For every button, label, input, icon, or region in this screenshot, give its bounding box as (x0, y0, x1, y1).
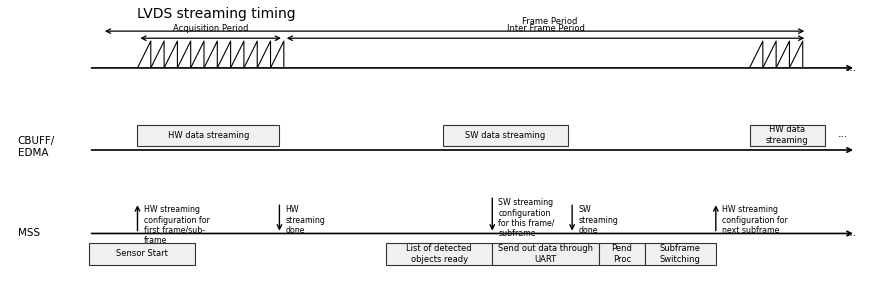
Text: ...: ... (846, 63, 856, 73)
FancyBboxPatch shape (644, 243, 715, 265)
Text: HW data
streaming: HW data streaming (765, 125, 808, 145)
Text: Subframe
Switching: Subframe Switching (659, 244, 700, 264)
FancyBboxPatch shape (137, 125, 279, 146)
Text: ...: ... (837, 129, 847, 140)
Text: Sensor Start: Sensor Start (116, 250, 167, 258)
FancyBboxPatch shape (492, 243, 598, 265)
FancyBboxPatch shape (443, 125, 567, 146)
Text: HW
streaming
done: HW streaming done (285, 205, 325, 235)
Text: CBUFF/
EDMA: CBUFF/ EDMA (18, 136, 55, 158)
Text: List of detected
objects ready: List of detected objects ready (406, 244, 471, 264)
Text: SW data streaming: SW data streaming (465, 131, 545, 140)
Text: SW
streaming
done: SW streaming done (578, 205, 618, 235)
FancyBboxPatch shape (89, 243, 195, 265)
Text: MSS: MSS (18, 228, 40, 239)
Text: LVDS streaming timing: LVDS streaming timing (137, 7, 296, 21)
Text: Acquisition Period: Acquisition Period (173, 24, 247, 33)
Text: HW streaming
configuration for
next subframe: HW streaming configuration for next subf… (721, 205, 787, 235)
Text: HW streaming
configuration for
first frame/sub-
frame: HW streaming configuration for first fra… (144, 205, 209, 245)
Text: ...: ... (846, 228, 856, 239)
Text: Frame Period: Frame Period (522, 17, 577, 26)
FancyBboxPatch shape (598, 243, 644, 265)
Text: HW data streaming: HW data streaming (167, 131, 249, 140)
Text: Inter Frame Period: Inter Frame Period (506, 24, 584, 33)
Text: Pend
Proc: Pend Proc (610, 244, 632, 264)
Text: SW streaming
configuration
for this frame/
subframe: SW streaming configuration for this fram… (498, 198, 555, 238)
Text: Send out data through
UART: Send out data through UART (497, 244, 593, 264)
FancyBboxPatch shape (749, 125, 824, 146)
FancyBboxPatch shape (385, 243, 492, 265)
